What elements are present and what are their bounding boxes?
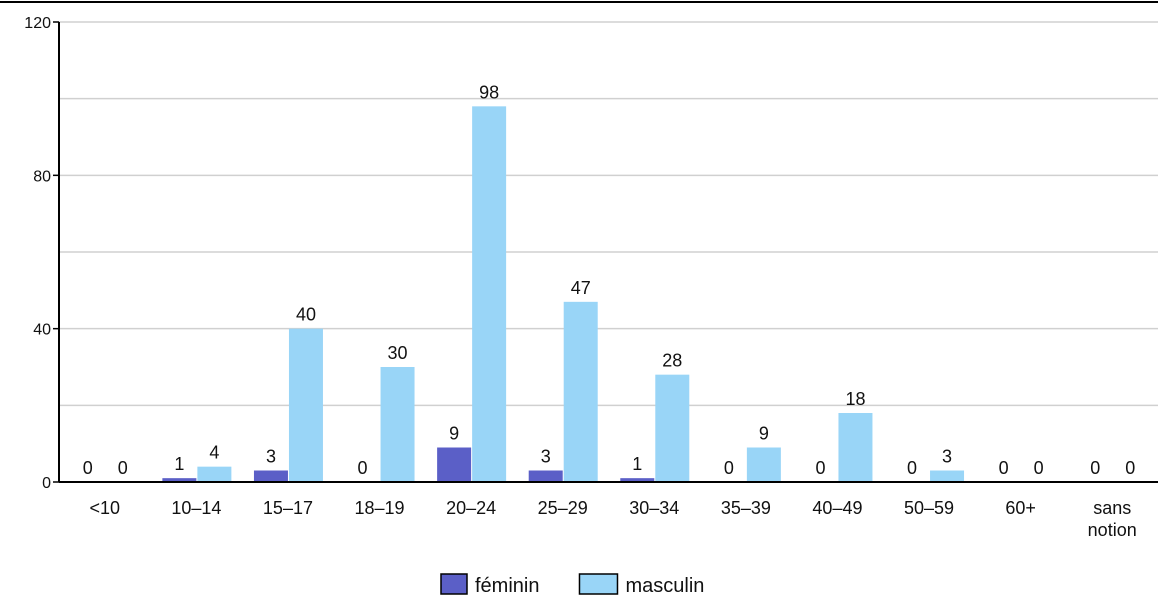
bar — [528, 470, 563, 482]
bar — [253, 470, 288, 482]
x-tick-label-line: sans — [1093, 498, 1131, 518]
bar — [620, 478, 655, 482]
y-tick-label: 0 — [42, 475, 51, 492]
value-label: 0 — [1034, 458, 1044, 478]
y-tick-label: 80 — [33, 168, 51, 185]
value-label: 0 — [118, 458, 128, 478]
x-tick-label: 25–29 — [538, 498, 588, 518]
bar — [162, 478, 197, 482]
bar — [472, 106, 507, 482]
value-label: 9 — [759, 424, 769, 444]
value-label: 4 — [209, 443, 219, 463]
x-tick-label: 15–17 — [263, 498, 313, 518]
value-label: 0 — [358, 458, 368, 478]
value-label: 0 — [907, 458, 917, 478]
bar — [380, 367, 415, 482]
x-tick-label: 30–34 — [629, 498, 679, 518]
y-tick-label: 120 — [24, 15, 51, 32]
value-label: 30 — [388, 343, 408, 363]
value-label: 0 — [1090, 458, 1100, 478]
bar — [197, 466, 232, 482]
x-tick-label: 40–49 — [812, 498, 862, 518]
y-tick-label: 40 — [33, 322, 51, 339]
value-label: 28 — [662, 351, 682, 371]
value-label: 0 — [83, 458, 93, 478]
value-label: 1 — [174, 454, 184, 474]
bar — [930, 470, 965, 482]
value-label: 3 — [942, 447, 952, 467]
bar — [437, 447, 472, 482]
legend-label: féminin — [475, 575, 539, 597]
bar — [288, 328, 323, 482]
value-label: 18 — [845, 389, 865, 409]
x-tick-label: <10 — [90, 498, 121, 518]
value-label: 3 — [541, 447, 551, 467]
x-tick-label: 18–19 — [355, 498, 405, 518]
value-label: 47 — [571, 278, 591, 298]
bar — [746, 447, 781, 482]
value-label: 98 — [479, 82, 499, 102]
legend-swatch — [578, 573, 619, 595]
value-label: 0 — [999, 458, 1009, 478]
legend-label: masculin — [625, 575, 704, 597]
bar — [655, 374, 690, 482]
value-label: 9 — [449, 424, 459, 444]
x-tick-label: 50–59 — [904, 498, 954, 518]
legend-swatch — [440, 573, 468, 595]
x-tick-label: 20–24 — [446, 498, 496, 518]
value-label: 1 — [632, 454, 642, 474]
bar — [563, 301, 598, 482]
x-tick-label: 10–14 — [171, 498, 221, 518]
bar — [838, 413, 873, 482]
x-tick-label: sans notion — [1088, 498, 1137, 540]
value-label: 40 — [296, 305, 316, 325]
value-label: 3 — [266, 447, 276, 467]
x-tick-label-line: notion — [1088, 520, 1137, 540]
value-label: 0 — [1125, 458, 1135, 478]
value-label: 0 — [815, 458, 825, 478]
x-tick-label: 35–39 — [721, 498, 771, 518]
x-tick-label: 60+ — [1005, 498, 1036, 518]
value-label: 0 — [724, 458, 734, 478]
